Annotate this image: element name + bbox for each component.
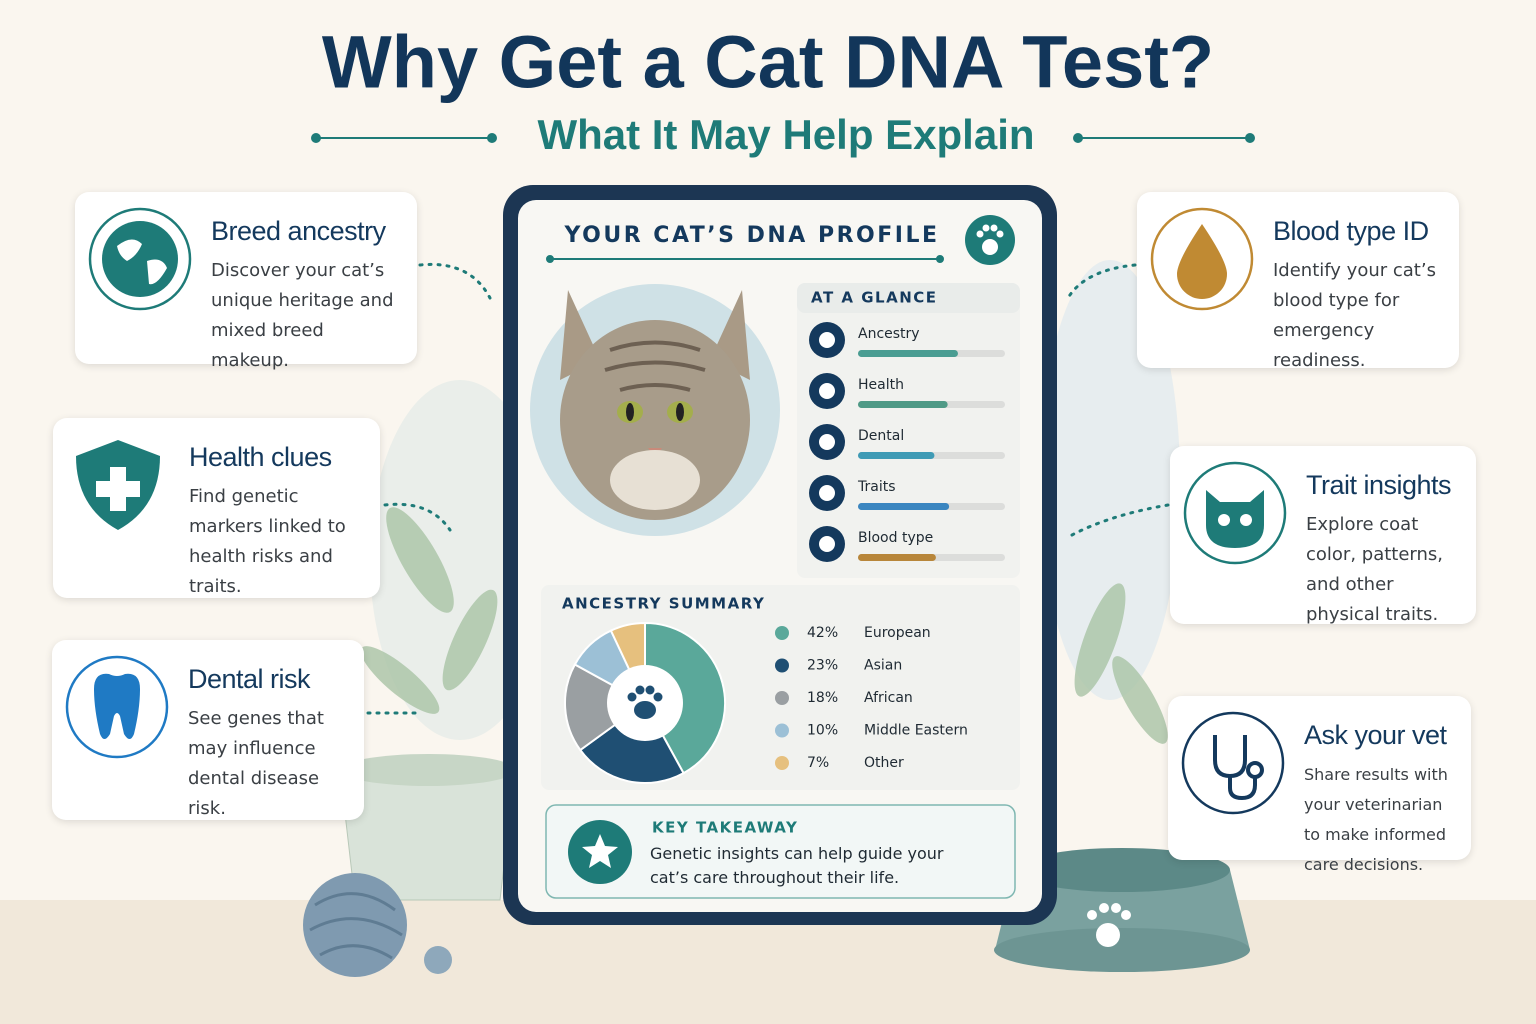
- card-title: Dental risk: [188, 664, 311, 694]
- card-icon: [1183, 461, 1287, 565]
- feature-card: Trait insights Explore coat color, patte…: [1170, 446, 1476, 625]
- legend-label: Middle Eastern: [864, 723, 968, 739]
- card-title: Breed ancestry: [211, 216, 386, 246]
- legend-dot: [775, 723, 789, 738]
- bar: [858, 452, 935, 459]
- feature-card: Blood type ID Identify your cat’s blood …: [1137, 192, 1459, 371]
- legend-label: African: [864, 690, 913, 706]
- profile-title: YOUR CAT’S DNA PROFILE: [563, 223, 939, 248]
- card-text: Share results with your veterinarian to …: [1304, 765, 1448, 874]
- takeaway-title: KEY TAKEAWAY: [652, 819, 798, 837]
- glance-label: Traits: [857, 479, 896, 495]
- card-title: Health clues: [189, 442, 332, 472]
- glance-icon-inner: [819, 383, 835, 399]
- legend-dot: [775, 626, 789, 640]
- legend-label: European: [864, 625, 931, 641]
- legend-value: 7%: [807, 755, 829, 771]
- title: Why Get a Cat DNA Test?: [322, 21, 1214, 104]
- feature-card: Health clues Find genetic markers linked…: [53, 418, 380, 598]
- card-icon: [1181, 711, 1285, 815]
- glance-label: Dental: [858, 428, 904, 444]
- card-icon: [65, 655, 169, 759]
- card-text: Find genetic markers linked to health ri…: [189, 486, 346, 597]
- legend-dot: [775, 691, 789, 705]
- subtitle: What It May Help Explain: [537, 111, 1034, 158]
- pie-slice: [564, 663, 647, 752]
- card-icon: [76, 440, 160, 530]
- card-icon: [1150, 207, 1254, 311]
- bar: [858, 401, 948, 408]
- feature-card: Ask your vet Share results with your vet…: [1168, 696, 1471, 874]
- glance-title: AT A GLANCE: [811, 289, 938, 307]
- card-text: See genes that may influence dental dise…: [188, 708, 324, 819]
- feature-card: Dental risk See genes that may influence…: [52, 640, 364, 820]
- bar: [858, 554, 936, 561]
- takeaway-box: Genetic insights can help guide your cat…: [650, 844, 944, 887]
- card-text: Explore coat color, patterns, and other …: [1306, 514, 1444, 625]
- card-title: Trait insights: [1306, 470, 1452, 500]
- legend-dot: [775, 756, 789, 770]
- card-title: Blood type ID: [1273, 216, 1429, 246]
- chart-title: ANCESTRY SUMMARY: [562, 595, 765, 613]
- legend-value: 23%: [807, 658, 838, 674]
- card-icon: [88, 207, 192, 311]
- pie-slice: [578, 701, 685, 784]
- glance-label: Health: [858, 377, 904, 393]
- legend-value: 42%: [807, 625, 838, 641]
- bar: [858, 503, 950, 510]
- feature-card: Breed ancestry Discover your cat’s uniqu…: [75, 192, 417, 371]
- bar: [858, 350, 958, 357]
- legend-value: 10%: [807, 723, 838, 739]
- takeaway-text: Genetic insights can help guide your cat…: [650, 844, 944, 887]
- glance-icon-inner: [819, 332, 835, 348]
- glance-icon-inner: [819, 536, 835, 552]
- legend-label: Asian: [864, 658, 902, 674]
- glance-icon-inner: [819, 485, 835, 501]
- card-text: Identify your cat’s blood type for emerg…: [1273, 260, 1436, 371]
- glance-label: Ancestry: [858, 326, 920, 342]
- card-title: Ask your vet: [1304, 720, 1447, 750]
- legend-dot: [775, 658, 789, 673]
- glance-label: Blood type: [858, 530, 933, 546]
- card-text: Discover your cat’s unique heritage and …: [211, 260, 394, 371]
- legend-value: 18%: [807, 690, 838, 706]
- legend-label: Other: [864, 755, 904, 771]
- pie-slice: [644, 621, 726, 775]
- glance-icon-inner: [819, 434, 835, 450]
